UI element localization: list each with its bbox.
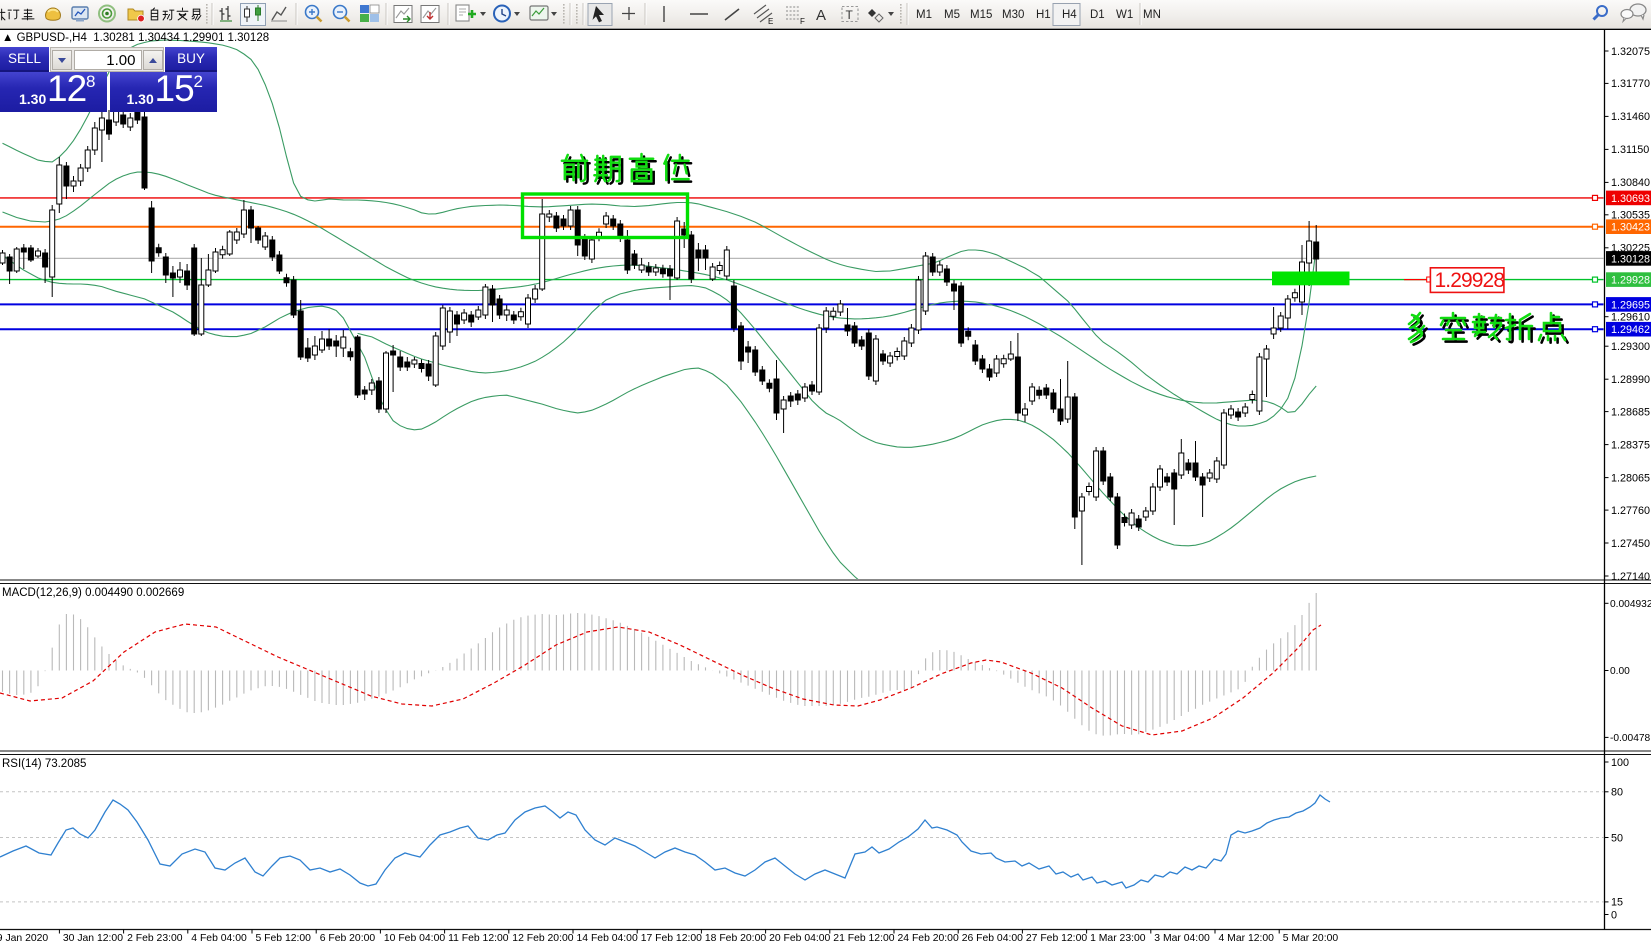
svg-text:50: 50 (1611, 832, 1623, 844)
svg-text:18 Feb 20:00: 18 Feb 20:00 (705, 933, 766, 944)
svg-text:24 Feb 20:00: 24 Feb 20:00 (898, 933, 959, 944)
svg-text:D1: D1 (1090, 9, 1105, 21)
svg-text:MACD(12,26,9) 0.004490 0.00266: MACD(12,26,9) 0.004490 0.002669 (2, 587, 184, 599)
svg-text:5 Feb 12:00: 5 Feb 12:00 (256, 933, 312, 944)
svg-text:10 Feb 04:00: 10 Feb 04:00 (384, 933, 445, 944)
svg-text:14 Feb 04:00: 14 Feb 04:00 (577, 933, 638, 944)
svg-text:0.00: 0.00 (1610, 666, 1630, 677)
svg-text:15: 15 (1611, 897, 1623, 909)
svg-text:1.27140: 1.27140 (1611, 571, 1650, 583)
svg-text:1.30128: 1.30128 (1611, 253, 1650, 265)
svg-text:5 Mar 20:00: 5 Mar 20:00 (1283, 933, 1339, 944)
svg-text:T: T (846, 8, 854, 22)
svg-text:0.004932: 0.004932 (1610, 599, 1651, 610)
svg-text:1.30840: 1.30840 (1611, 177, 1650, 189)
svg-text:12 Feb 20:00: 12 Feb 20:00 (512, 933, 573, 944)
svg-text:1.28685: 1.28685 (1611, 406, 1650, 418)
svg-text:80: 80 (1611, 787, 1623, 799)
svg-text:1.29610: 1.29610 (1611, 312, 1650, 324)
svg-text:1.30423: 1.30423 (1611, 222, 1650, 234)
svg-text:-0.00478: -0.00478 (1610, 733, 1651, 744)
svg-text:1.28990: 1.28990 (1611, 374, 1650, 386)
svg-text:1.29462: 1.29462 (1611, 324, 1650, 336)
svg-text:E: E (768, 17, 773, 26)
svg-text:4 Mar 12:00: 4 Mar 12:00 (1219, 933, 1275, 944)
svg-text:1.31770: 1.31770 (1611, 78, 1650, 90)
svg-text:1.29300: 1.29300 (1611, 341, 1650, 353)
svg-text:1.29928: 1.29928 (1611, 275, 1650, 287)
svg-text:W1: W1 (1116, 9, 1133, 21)
svg-text:6 Feb 20:00: 6 Feb 20:00 (320, 933, 376, 944)
svg-text:1.31460: 1.31460 (1611, 111, 1650, 123)
svg-text:21 Feb 12:00: 21 Feb 12:00 (833, 933, 894, 944)
svg-text:0: 0 (1611, 909, 1617, 921)
svg-text:1.28065: 1.28065 (1611, 472, 1650, 484)
svg-text:M15: M15 (970, 9, 992, 21)
svg-text:A: A (816, 7, 826, 24)
svg-text:1.29695: 1.29695 (1611, 299, 1650, 311)
svg-text:M5: M5 (944, 9, 960, 21)
svg-text:M30: M30 (1002, 9, 1024, 21)
svg-text:27 Feb 12:00: 27 Feb 12:00 (1026, 933, 1087, 944)
svg-text:30 Jan 12:00: 30 Jan 12:00 (63, 933, 123, 944)
svg-text:100: 100 (1611, 757, 1629, 769)
svg-text:1 Mar 23:00: 1 Mar 23:00 (1090, 933, 1146, 944)
svg-text:20 Feb 04:00: 20 Feb 04:00 (769, 933, 830, 944)
svg-text:1.29928: 1.29928 (1435, 269, 1505, 292)
svg-text:H1: H1 (1036, 9, 1051, 21)
svg-text:1.31150: 1.31150 (1611, 144, 1649, 156)
svg-text:1.28375: 1.28375 (1611, 439, 1650, 451)
svg-text:3 Mar 04:00: 3 Mar 04:00 (1154, 933, 1210, 944)
svg-text:2 Feb 23:00: 2 Feb 23:00 (127, 933, 183, 944)
svg-text:4 Feb 04:00: 4 Feb 04:00 (191, 933, 247, 944)
svg-text:F: F (800, 17, 805, 26)
svg-text:1.30535: 1.30535 (1611, 210, 1650, 222)
svg-text:1.32075: 1.32075 (1611, 46, 1650, 58)
svg-text:26 Feb 04:00: 26 Feb 04:00 (962, 933, 1023, 944)
svg-text:17 Feb 12:00: 17 Feb 12:00 (641, 933, 702, 944)
svg-text:1.27450: 1.27450 (1611, 538, 1650, 550)
svg-text:RSI(14) 73.2085: RSI(14) 73.2085 (2, 758, 86, 770)
svg-text:M1: M1 (916, 9, 932, 21)
svg-text:MN: MN (1143, 9, 1161, 21)
svg-text:11 Feb 12:00: 11 Feb 12:00 (448, 933, 509, 944)
svg-text:1.27760: 1.27760 (1611, 505, 1650, 517)
svg-text:H4: H4 (1062, 9, 1077, 21)
svg-text:29 Jan 2020: 29 Jan 2020 (0, 933, 48, 944)
svg-text:1.30693: 1.30693 (1611, 193, 1650, 205)
